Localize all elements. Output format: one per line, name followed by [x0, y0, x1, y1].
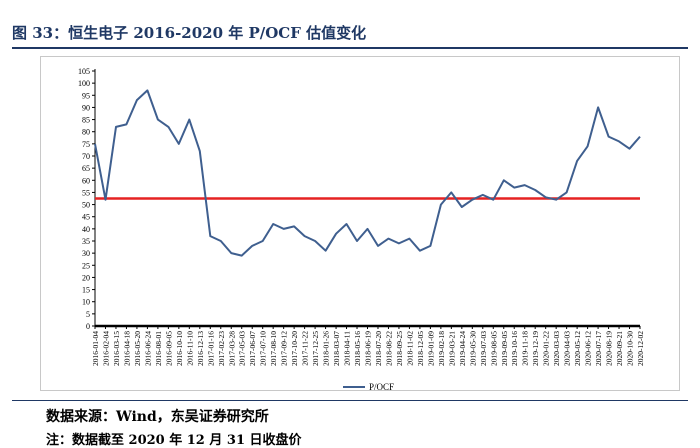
- x-tick-label: 2016-05-20: [133, 331, 142, 366]
- x-tick-label: 2019-03-21: [447, 331, 456, 366]
- x-tick-label: 2017-03-28: [227, 331, 236, 366]
- x-tick-label: 2016-06-24: [143, 331, 152, 366]
- x-tick-label: 2019-01-09: [426, 331, 435, 366]
- y-tick-label: 25: [82, 261, 90, 270]
- x-tick-label: 2019-07-03: [479, 331, 488, 366]
- x-tick-label: 2016-08-01: [154, 331, 163, 366]
- x-tick-label: 2018-04-11: [343, 331, 352, 366]
- y-tick-label: 15: [82, 286, 90, 295]
- x-tick-label: 2020-09-21: [615, 331, 624, 366]
- y-tick-label: 0: [86, 322, 90, 331]
- x-tick-label: 2016-01-04: [91, 331, 100, 366]
- x-tick-label: 2020-10-30: [626, 331, 635, 366]
- y-tick-label: 50: [82, 201, 90, 210]
- y-tick-label: 80: [82, 128, 90, 137]
- x-tick-label: 2020-04-03: [563, 331, 572, 366]
- x-tick-label: 2018-09-25: [395, 331, 404, 366]
- y-tick-label: 60: [82, 176, 90, 185]
- y-tick-label: 40: [82, 225, 90, 234]
- legend-label: P/OCF: [369, 382, 394, 392]
- x-tick-label: 2020-07-17: [594, 331, 603, 366]
- y-tick-label: 30: [82, 249, 90, 258]
- line-chart: 0 5 10 15 20 25 30 35 40 45 50 55 60 65 70 75 80 85 90 95 10…: [78, 67, 645, 392]
- x-tick-label: 2020-05-12: [573, 331, 582, 366]
- x-tick-label: 2016-12-13: [196, 331, 205, 366]
- x-tick-label: 2016-04-18: [122, 331, 131, 366]
- x-tick-label: 2019-12-19: [531, 331, 540, 366]
- y-tick-label: 90: [82, 103, 90, 112]
- x-tick-label: 2018-05-16: [353, 331, 362, 366]
- y-tick-label: 70: [82, 152, 90, 161]
- x-tick-label: 2019-11-18: [521, 331, 530, 366]
- x-tick-label: 2017-09-12: [280, 331, 289, 366]
- x-tick-label: 2018-03-07: [332, 331, 341, 366]
- x-tick-label: 2017-08-10: [269, 331, 278, 366]
- y-tick-label: 85: [82, 116, 90, 125]
- y-tick-label: 5: [86, 310, 90, 319]
- y-tick-label: 45: [82, 213, 90, 222]
- x-tick-label: 2017-01-16: [206, 331, 215, 366]
- footnote: 注：数据截至 2020 年 12 月 31 日收盘价: [46, 433, 302, 448]
- x-tick-label: 2018-12-05: [416, 331, 425, 366]
- x-tick-label: 2018-01-26: [322, 331, 331, 366]
- x-tick-label: 2017-11-22: [301, 331, 310, 366]
- series-line: [94, 89, 641, 257]
- y-tick-label: 75: [82, 140, 90, 149]
- title-underline: [12, 47, 688, 49]
- x-tick-label: 2017-10-20: [290, 331, 299, 366]
- x-tick-label: 2017-07-10: [259, 331, 268, 366]
- x-tick-label: 2016-09-05: [164, 331, 173, 366]
- y-tick-label: 100: [78, 79, 90, 88]
- y-tick-label: 105: [78, 67, 90, 76]
- x-tick-label: 2019-10-16: [510, 331, 519, 366]
- x-tick-label: 2020-08-19: [605, 331, 614, 366]
- y-tick-label: 35: [82, 237, 90, 246]
- x-tick-label: 2019-09-05: [500, 331, 509, 366]
- x-tick-label: 2020-03-03: [552, 331, 561, 366]
- x-tick-label: 2019-02-18: [437, 331, 446, 366]
- x-tick-label: 2017-06-07: [248, 331, 257, 366]
- x-tick-label: 2016-02-04: [101, 331, 110, 366]
- x-tick-label: 2016-03-15: [112, 331, 121, 366]
- y-tick-label: 55: [82, 188, 90, 197]
- y-tick-label: 10: [82, 298, 90, 307]
- x-tick-label: 2020-12-02: [636, 331, 645, 366]
- chart-frame: 0 5 10 15 20 25 30 35 40 45 50 55 60 65 70 75 80 85 90 95 10…: [40, 56, 680, 392]
- x-tick-label: 2020-06-12: [584, 331, 593, 366]
- x-tick-label: 2017-05-03: [238, 331, 247, 366]
- x-tick-label: 2017-12-25: [311, 331, 320, 366]
- x-tick-label: 2019-05-30: [468, 331, 477, 366]
- x-tick-label: 2020-01-22: [542, 331, 551, 366]
- x-tick-label: 2018-11-02: [405, 331, 414, 366]
- x-tick-label: 2016-11-10: [185, 331, 194, 366]
- data-source: 数据来源：Wind，东吴证券研究所: [46, 409, 269, 425]
- figure-title: 图 33：恒生电子 2016-2020 年 P/OCF 估值变化: [12, 24, 367, 42]
- x-tick-label: 2018-08-22: [384, 331, 393, 366]
- x-tick-label: 2016-10-10: [175, 331, 184, 366]
- x-tick-label: 2018-06-19: [364, 331, 373, 366]
- y-tick-label: 95: [82, 91, 90, 100]
- x-tick-label: 2018-07-20: [374, 331, 383, 366]
- x-tick-label: 2017-02-23: [217, 331, 226, 366]
- x-tick-label: 2019-04-24: [458, 331, 467, 366]
- y-tick-label: 65: [82, 164, 90, 173]
- x-tick-label: 2019-08-05: [489, 331, 498, 366]
- y-tick-label: 20: [82, 273, 90, 282]
- source-divider: [12, 400, 688, 401]
